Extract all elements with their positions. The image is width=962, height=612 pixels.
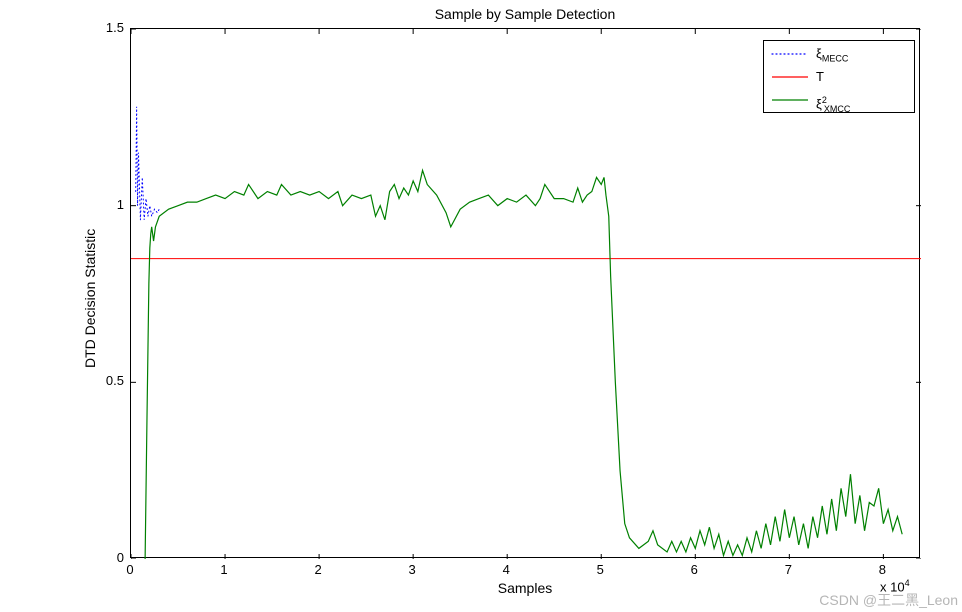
legend-swatch-xmcc [770,89,810,111]
legend-swatch-threshold [770,66,810,88]
tick-label: 0 [118,562,142,577]
tick-label: 1 [86,197,124,212]
legend-label-threshold: T [816,66,824,88]
legend-mecc-sub: MECC [822,54,849,64]
legend-xmcc-sub: XMCC [824,104,851,114]
legend-item-xmcc: ξ2XMCC [764,89,916,112]
tick-label: 8 [870,562,894,577]
x-scale-exponent-power: 4 [905,578,910,588]
legend-item-mecc: ξMECC [764,43,916,66]
legend-swatch-mecc [770,43,810,65]
tick-label: 2 [306,562,330,577]
tick-label: 3 [400,562,424,577]
legend-item-threshold: T [764,66,916,89]
tick-label: 1.5 [86,20,124,35]
tick-label: 7 [776,562,800,577]
figure: Sample by Sample Detection DTD Decision … [0,0,962,612]
tick-label: 6 [682,562,706,577]
legend-label-xmcc: ξ2XMCC [816,89,850,120]
chart-title: Sample by Sample Detection [130,6,920,22]
tick-label: 0.5 [86,373,124,388]
tick-label: 5 [588,562,612,577]
tick-label: 4 [494,562,518,577]
y-axis-label: DTD Decision Statistic [82,229,98,368]
watermark: CSDN @王二黑_Leon [819,590,958,610]
x-axis-label: Samples [130,580,920,596]
tick-label: 1 [212,562,236,577]
legend: ξMECC T ξ2XMCC [763,40,915,113]
